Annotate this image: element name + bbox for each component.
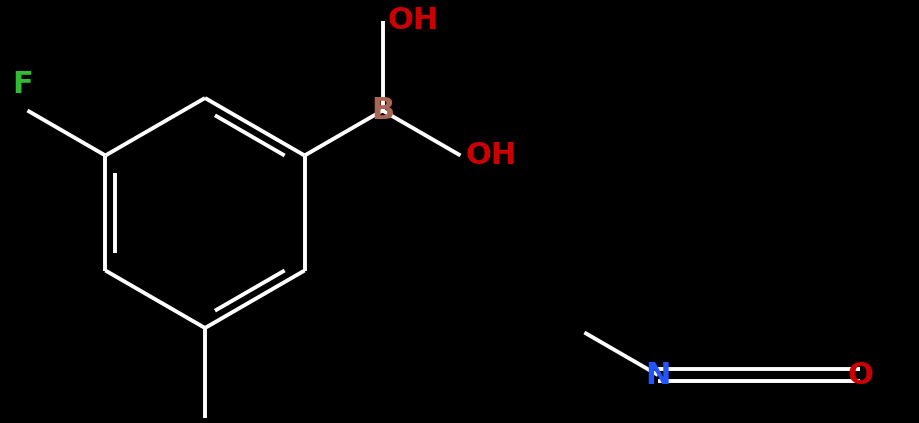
Text: F: F: [12, 69, 33, 99]
Text: B: B: [371, 96, 394, 125]
Text: OH: OH: [466, 141, 516, 170]
Text: OH: OH: [388, 6, 438, 35]
Text: N: N: [645, 360, 671, 390]
Text: O: O: [847, 360, 873, 390]
